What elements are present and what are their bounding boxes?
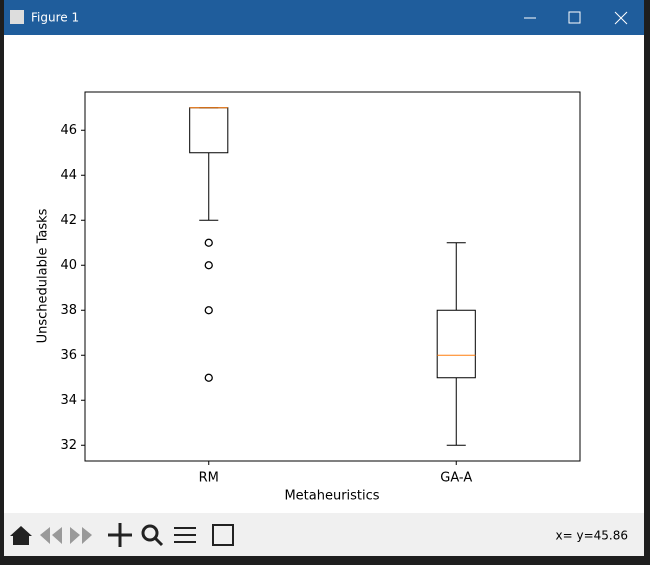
figure-canvas — [4, 35, 644, 513]
title-bar — [4, 0, 644, 35]
y-tick-label: 32 — [60, 438, 77, 453]
x-tick-label: RM — [199, 471, 219, 486]
status-text: x= y=45.86 — [556, 529, 628, 543]
subplots-button[interactable] — [174, 527, 196, 543]
y-tick-label: 46 — [60, 123, 77, 138]
toolbar — [4, 513, 644, 556]
y-tick-label: 40 — [60, 258, 77, 273]
forward-button[interactable] — [70, 527, 92, 544]
app-icon — [10, 10, 24, 24]
box — [436, 309, 476, 379]
y-tick-label: 34 — [60, 393, 77, 408]
y-tick-label: 38 — [60, 303, 77, 318]
y-tick-label: 44 — [60, 168, 77, 183]
x-tick-label: GA-A — [440, 471, 472, 486]
zoom-handle — [153, 536, 164, 547]
flier — [204, 306, 213, 315]
window-title: Figure 1 — [31, 11, 79, 25]
flier — [204, 261, 213, 270]
flier — [204, 238, 213, 247]
plot-frame — [84, 91, 581, 462]
save-button[interactable] — [212, 524, 234, 546]
pan-button[interactable] — [108, 523, 132, 547]
back-button[interactable] — [40, 527, 62, 544]
zoom-button[interactable] — [141, 524, 159, 542]
y-tick-label: 42 — [60, 213, 77, 228]
x-axis-label: Metaheuristics — [284, 489, 379, 504]
home-button[interactable] — [10, 526, 32, 545]
flier — [204, 373, 213, 382]
y-axis-label: Unschedulable Tasks — [36, 208, 51, 343]
y-tick-label: 36 — [60, 348, 77, 363]
maximize-button[interactable] — [568, 11, 581, 24]
toolbar-buttons — [10, 523, 234, 547]
close-button[interactable] — [614, 11, 628, 25]
